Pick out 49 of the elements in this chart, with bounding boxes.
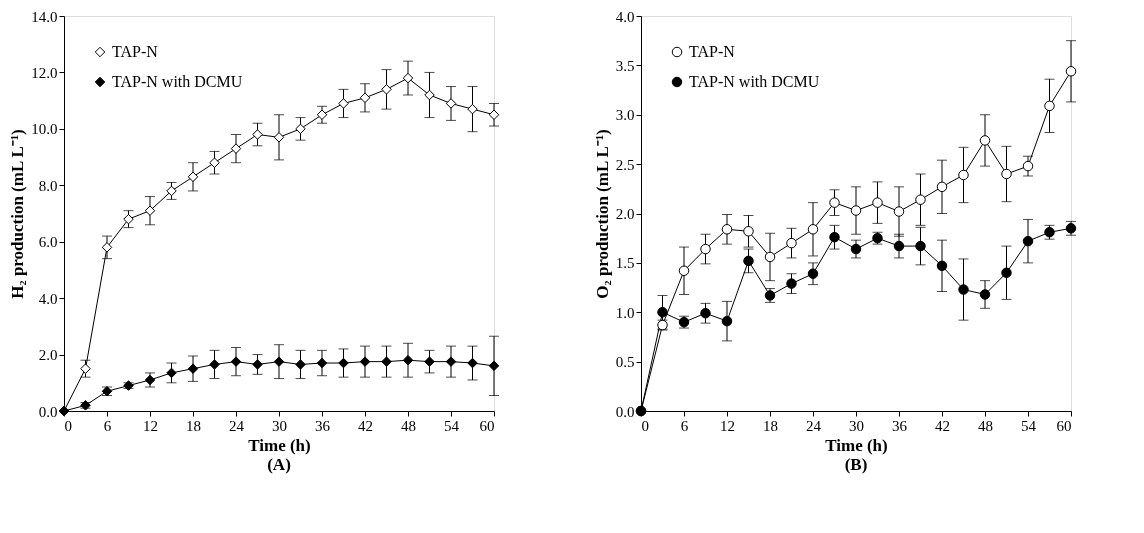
y-tick-label: 4.0 xyxy=(615,8,635,25)
y-tick-label: 2.5 xyxy=(615,156,635,173)
x-tick-label: 42 xyxy=(358,417,373,434)
y-axis-title: H₂ production (mL L⁻¹) xyxy=(8,129,28,299)
y-tick-label: 2.0 xyxy=(615,206,635,222)
x-tick-label: 36 xyxy=(892,417,908,434)
y-tick-label: 3.5 xyxy=(615,57,635,74)
y-tick-label: 14.0 xyxy=(31,8,58,25)
x-tick-label: 0 xyxy=(64,417,72,434)
legend-label: TAP-N xyxy=(689,43,736,60)
x-tick-label: 18 xyxy=(763,417,778,434)
x-tick-label: 12 xyxy=(720,417,735,434)
x-tick-label: 60 xyxy=(1056,417,1072,434)
x-axis-title: Time (h) xyxy=(825,435,888,455)
x-tick-label: 6 xyxy=(680,417,689,434)
x-tick-label: 54 xyxy=(1021,417,1037,434)
y-tick-label: 12.0 xyxy=(31,64,58,81)
y-tick-label: 1.0 xyxy=(615,304,635,321)
x-tick-label: 36 xyxy=(315,417,331,434)
x-tick-label: 60 xyxy=(479,417,495,434)
y-tick-label: 8.0 xyxy=(38,177,58,194)
y-tick-label: 0.0 xyxy=(615,403,635,420)
y-axis-title: O₂ production (mL L⁻¹) xyxy=(592,129,612,299)
x-tick-label: 30 xyxy=(849,417,864,434)
x-tick-label: 18 xyxy=(186,417,201,434)
legend-label: TAP-N with DCMU xyxy=(689,73,820,90)
y-tick-label: 0.0 xyxy=(38,403,58,420)
x-tick-label: 24 xyxy=(806,417,822,434)
x-tick-label: 54 xyxy=(444,417,460,434)
x-tick-label: 48 xyxy=(401,417,416,434)
x-tick-label: 12 xyxy=(143,417,158,434)
legend-label: TAP-N with DCMU xyxy=(112,73,243,90)
x-tick-label: 48 xyxy=(978,417,993,434)
x-tick-label: 42 xyxy=(935,417,950,434)
y-tick-label: 3.0 xyxy=(615,107,635,124)
y-tick-label: 6.0 xyxy=(38,234,58,251)
y-tick-label: 4.0 xyxy=(38,290,58,307)
text: (A) xyxy=(267,455,291,474)
x-axis-title: Time (h) xyxy=(248,435,311,455)
y-tick-label: 1.5 xyxy=(615,255,635,272)
x-tick-label: 0 xyxy=(641,417,649,434)
x-tick-label: 30 xyxy=(272,417,287,434)
y-tick-label: 0.5 xyxy=(615,354,635,371)
x-tick-label: 6 xyxy=(103,417,112,434)
legend-label: TAP-N xyxy=(112,43,159,60)
y-tick-label: 10.0 xyxy=(31,121,58,138)
x-tick-label: 24 xyxy=(229,417,245,434)
y-tick-label: 2.0 xyxy=(38,347,58,364)
text: (B) xyxy=(844,455,868,474)
